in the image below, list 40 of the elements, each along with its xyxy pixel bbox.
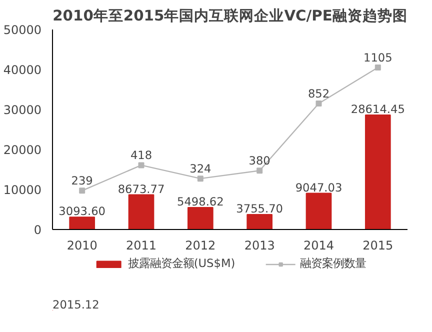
bar — [69, 216, 96, 230]
chart-title: 2010年至2015年国内互联网企业VC/PE融资趋势图 — [52, 8, 408, 24]
bar — [128, 194, 154, 230]
y-tick-label: 0 — [34, 223, 42, 237]
data-label: 1105 — [364, 50, 392, 64]
y-tick-label: 30000 — [3, 103, 42, 117]
point — [316, 100, 322, 106]
bar — [246, 214, 273, 230]
y-tick-label: 10000 — [3, 183, 42, 197]
y-tick-label: 50000 — [3, 23, 42, 37]
data-label: 5498.62 — [176, 194, 224, 209]
point — [138, 162, 144, 168]
x-tick-label: 2015 — [362, 238, 394, 252]
point — [79, 188, 86, 194]
legend-label: 融资案例数量 — [300, 256, 366, 271]
bar — [187, 207, 214, 230]
y-tick-label: 20000 — [3, 143, 42, 157]
x-tick-label: 2014 — [303, 238, 334, 252]
data-label: 324 — [190, 162, 212, 176]
data-label: 380 — [248, 154, 270, 168]
data-label: 418 — [130, 148, 152, 162]
text: 2015.12 — [52, 298, 100, 312]
x-tick-label: 2012 — [185, 238, 216, 252]
data-label: 852 — [308, 86, 330, 100]
point — [256, 168, 263, 174]
data-label: 8673.77 — [118, 182, 165, 196]
data-label: 28614.45 — [350, 102, 405, 116]
bar — [306, 192, 332, 230]
legend-label: 披露融资金额(US$M) — [128, 256, 236, 271]
x-tick-label: 2010 — [66, 238, 98, 252]
data-label: 3755.70 — [236, 201, 284, 216]
point — [197, 176, 204, 182]
bar — [364, 114, 391, 230]
data-label: 9047.03 — [295, 180, 342, 194]
point — [374, 64, 381, 70]
y-tick-label: 40000 — [3, 63, 42, 77]
x-tick-label: 2013 — [244, 238, 275, 252]
data-label: 3093.60 — [58, 204, 106, 218]
x-tick-label: 2011 — [126, 238, 157, 252]
data-label: 239 — [71, 174, 93, 188]
